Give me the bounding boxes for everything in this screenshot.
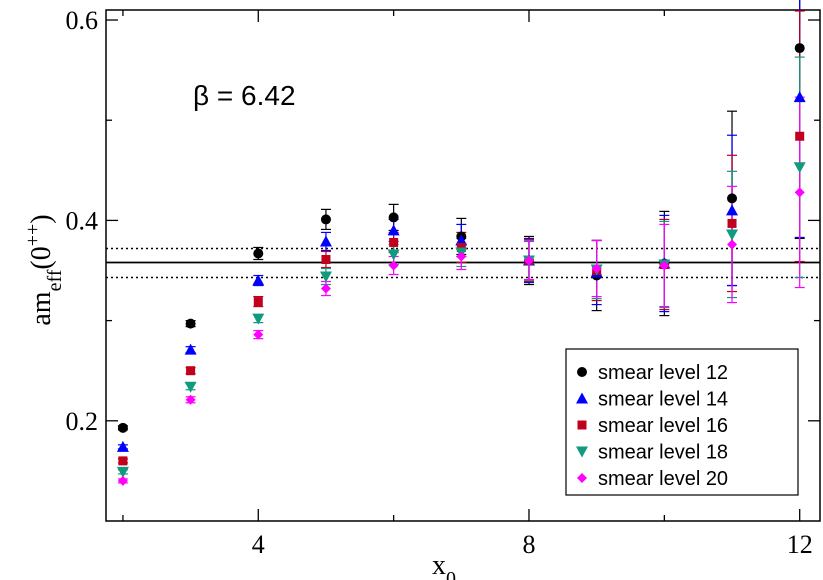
data-point: [185, 318, 196, 329]
plot-frame: [105, 9, 821, 522]
x-axis-label: x0: [432, 550, 456, 580]
data-point: [795, 131, 805, 141]
data-point: [253, 329, 264, 340]
data-point: [727, 218, 737, 228]
data-point: [184, 343, 197, 355]
data-point: [253, 297, 263, 307]
data-point: [456, 242, 466, 252]
data-point: [117, 422, 128, 433]
legend-marker: [577, 367, 587, 377]
legend-box: [565, 348, 799, 496]
data-point: [793, 91, 806, 103]
series-5-points: [117, 187, 805, 486]
legend-marker: [577, 420, 587, 430]
data-point: [388, 212, 399, 223]
x-tick-label: 12: [787, 530, 813, 559]
legend-marker: [577, 473, 587, 483]
data-point: [387, 224, 400, 236]
data-point: [117, 475, 128, 486]
data-point: [523, 255, 534, 266]
data-point: [252, 313, 265, 325]
y-tick-label: 0.4: [66, 206, 99, 235]
y-axis-label: ameff(0++): [22, 214, 66, 325]
data-point: [727, 239, 738, 250]
legend-label: smear level 12: [598, 362, 728, 384]
data-point: [726, 229, 739, 241]
legend-label: smear level 18: [598, 442, 728, 464]
legend-label: smear level 16: [598, 415, 728, 437]
x-tick-label: 8: [522, 530, 535, 559]
y-tick-label: 0.6: [66, 6, 99, 35]
data-point: [591, 263, 602, 274]
data-point: [116, 440, 129, 452]
data-point: [185, 394, 196, 405]
data-point: [793, 162, 806, 174]
data-point: [252, 274, 265, 286]
data-point: [321, 254, 331, 264]
data-point: [118, 456, 128, 466]
y-tick-label: 0.2: [66, 407, 99, 436]
data-point: [319, 235, 332, 247]
data-markers: [116, 0, 806, 486]
legend-marker: [576, 446, 588, 458]
data-point: [794, 43, 805, 54]
data-point: [727, 193, 738, 204]
data-point: [455, 234, 468, 246]
data-point: [659, 260, 670, 271]
data-point: [320, 283, 331, 294]
data-point: [387, 249, 400, 261]
data-point: [456, 251, 467, 262]
data-point: [253, 248, 264, 259]
data-point: [726, 204, 739, 216]
data-point: [389, 237, 399, 247]
legend-label: smear level 14: [598, 389, 728, 411]
legend: smear level 12 smear level 14 smear level …: [565, 348, 799, 496]
data-point: [319, 271, 332, 283]
legend-marker: [576, 392, 588, 404]
data-point: [794, 187, 805, 198]
beta-annotation: β = 6.42: [193, 80, 296, 111]
data-point: [186, 366, 196, 376]
data-point: [116, 466, 129, 478]
data-point: [184, 381, 197, 393]
x-tick-label: 4: [252, 530, 265, 559]
data-point: [388, 260, 399, 271]
legend-label: smear level 20: [598, 468, 728, 490]
data-point: [320, 214, 331, 225]
